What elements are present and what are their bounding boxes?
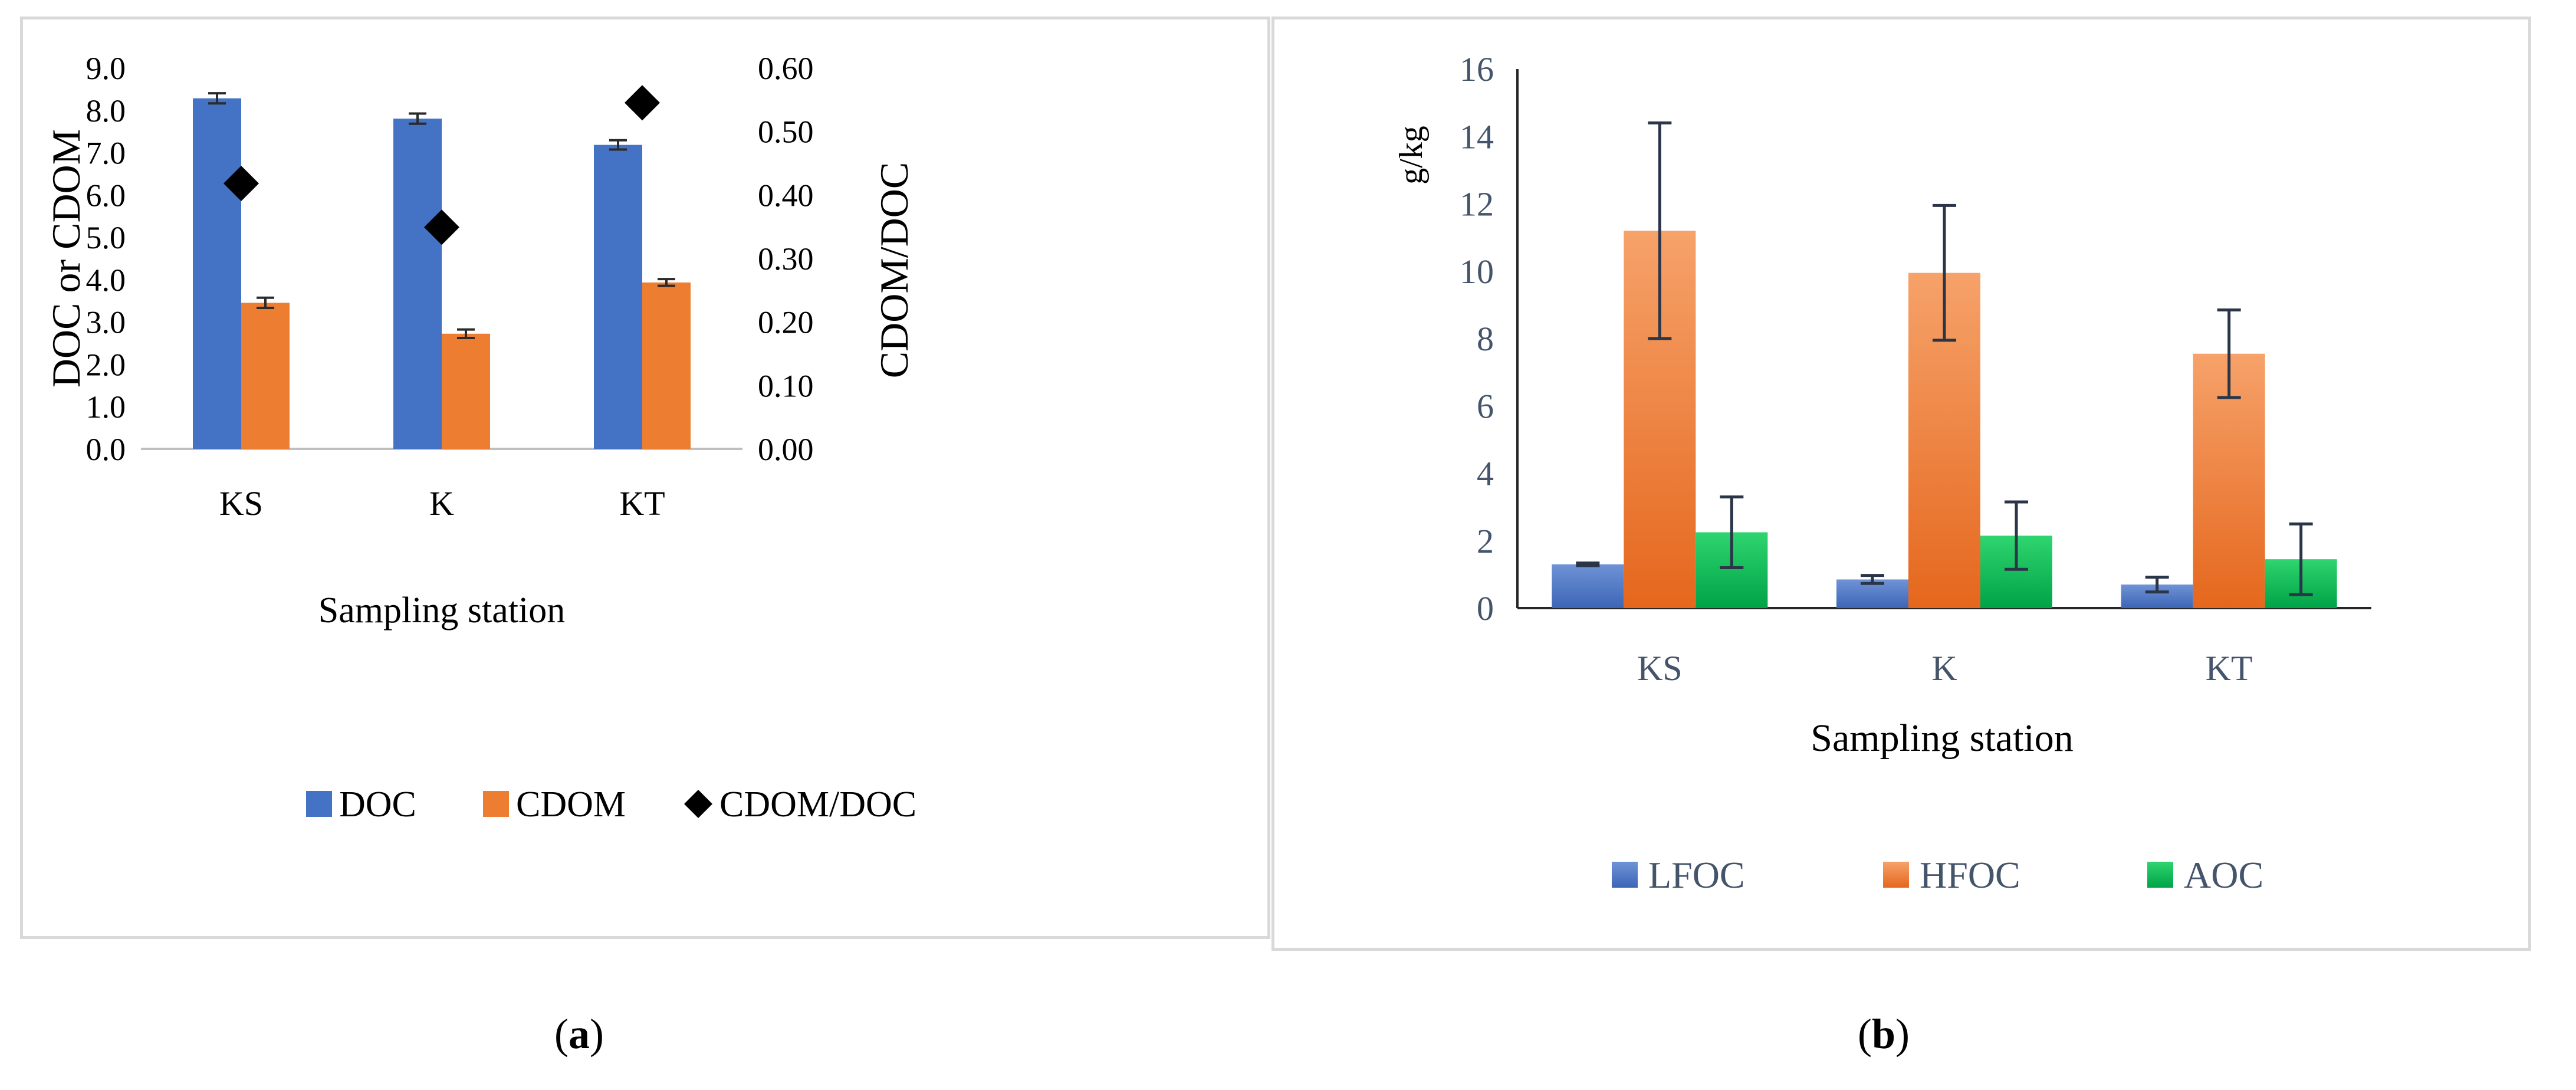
y2-tick-label: 0.60 [758, 51, 814, 86]
caption-b-letter: b [1871, 1010, 1896, 1058]
caption-b-close: ) [1895, 1010, 1910, 1058]
x-tick-label: KT [2206, 649, 2253, 688]
y-tick-label: 4 [1477, 455, 1494, 493]
legend-label-doc: DOC [339, 784, 416, 825]
y-tick-label: 0 [1477, 589, 1494, 628]
y-tick-label: 3.0 [86, 305, 126, 340]
marker-cdom-doc-ks [224, 165, 259, 201]
y-tick-label: 6 [1477, 387, 1494, 425]
legend-label-cdom-doc: CDOM/DOC [719, 784, 916, 825]
legend-label-aoc: AOC [2184, 854, 2263, 896]
x-axis-title: Sampling station [1811, 717, 2074, 760]
bar-doc-k [393, 119, 442, 449]
bar-cdom-ks [241, 303, 290, 449]
legend-swatch-doc [306, 791, 332, 817]
chart-a-frame: 0.0 1.0 2.0 3.0 4.0 5.0 6.0 7.0 8.0 9.0 0.00 0.10 0.… [20, 17, 1270, 939]
y-tick-label: 6.0 [86, 178, 126, 213]
legend-label-hfoc: HFOC [1920, 854, 2020, 896]
y-tick-label: 8 [1477, 320, 1494, 358]
legend-swatch-cdom [483, 791, 509, 817]
bar-cdom-kt [642, 282, 691, 449]
y-tick-label: 2.0 [86, 347, 126, 382]
legend-swatch-aoc [2147, 862, 2173, 888]
marker-cdom-doc-kt [625, 85, 660, 121]
x-tick-label: KT [619, 484, 665, 523]
bar-doc-ks [193, 98, 241, 449]
y2-tick-label: 0.20 [758, 305, 814, 340]
x-tick-label: K [429, 484, 454, 523]
y2-tick-label: 0.40 [758, 178, 814, 213]
y-tick-label: 0.0 [86, 432, 126, 467]
x-axis-title: Sampling station [318, 590, 566, 631]
y-tick-label: 12 [1460, 185, 1494, 224]
legend-marker-cdom-doc [684, 790, 712, 818]
y-tick-label: 16 [1460, 50, 1494, 88]
bar-lfoc-ks [1552, 564, 1624, 608]
y-tick-label: 2 [1477, 522, 1494, 560]
y-tick-label: 5.0 [86, 220, 126, 255]
bar-cdom-k [442, 333, 490, 449]
y-tick-label: 8.0 [86, 93, 126, 129]
caption-a-close: ) [589, 1010, 604, 1058]
y2-tick-label: 0.10 [758, 368, 814, 403]
chart-b-frame: 0 2 4 6 8 10 12 14 16 KS K KT g/kg Sampling station LF… [1271, 17, 2531, 951]
y2-axis-title: CDOM/DOC [872, 162, 916, 379]
caption-a: (a) [554, 1010, 604, 1059]
marker-cdom-doc-k [424, 209, 459, 245]
x-tick-label: K [1931, 649, 1957, 688]
caption-a-open: ( [554, 1010, 569, 1058]
y-tick-label: 9.0 [86, 51, 126, 86]
y2-tick-label: 0.30 [758, 241, 814, 277]
chart-b: 0 2 4 6 8 10 12 14 16 KS K KT g/kg Sampling station LF… [1393, 50, 2371, 896]
y-tick-label: 7.0 [86, 136, 126, 171]
y2-tick-label: 0.50 [758, 114, 814, 150]
y-tick-label: 10 [1460, 252, 1494, 291]
caption-b: (b) [1858, 1010, 1910, 1059]
legend-label-lfoc: LFOC [1648, 854, 1745, 896]
legend-swatch-hfoc [1883, 862, 1909, 888]
y2-tick-label: 0.00 [758, 432, 814, 467]
bar-doc-kt [594, 145, 642, 449]
x-tick-label: KS [219, 484, 263, 523]
y-tick-label: 1.0 [86, 389, 126, 425]
legend-swatch-lfoc [1612, 862, 1638, 888]
y-axis-title: DOC or CDOM [44, 129, 88, 388]
x-tick-label: KS [1637, 649, 1683, 688]
y-tick-label: 14 [1460, 117, 1494, 156]
legend-label-cdom: CDOM [516, 784, 626, 825]
caption-b-open: ( [1858, 1010, 1872, 1058]
y-axis-title: g/kg [1393, 126, 1430, 185]
chart-a: 0.0 1.0 2.0 3.0 4.0 5.0 6.0 7.0 8.0 9.0 0.00 0.10 0.… [44, 51, 916, 825]
y-tick-label: 4.0 [86, 262, 126, 298]
caption-a-letter: a [568, 1010, 590, 1058]
